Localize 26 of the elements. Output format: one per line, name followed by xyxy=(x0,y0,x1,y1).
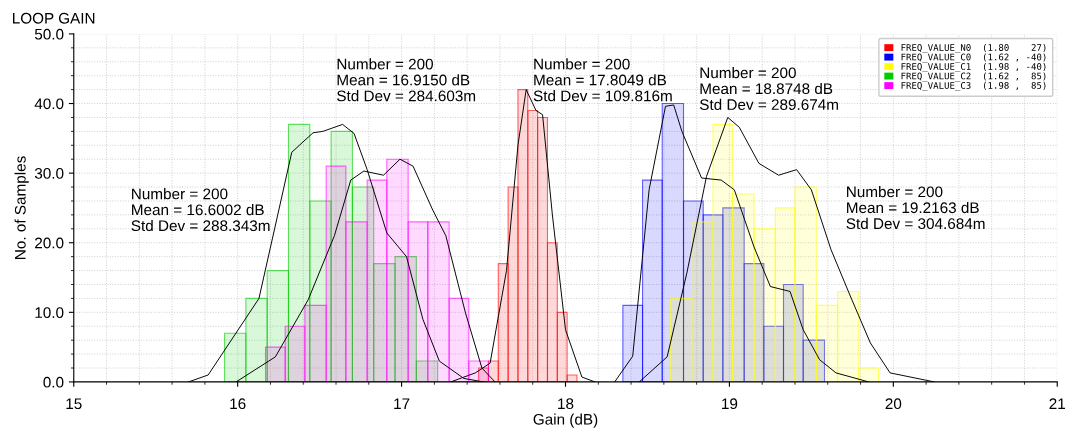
y-tick-label: 50.0 xyxy=(34,28,64,40)
x-tick-label: 20 xyxy=(885,398,902,410)
y-tick-label: 20.0 xyxy=(35,237,64,249)
legend-label: FREQ_VALUE_C1 (1.98 , -40) xyxy=(901,62,1046,72)
x-tick-label: 17 xyxy=(394,398,410,409)
legend-label: FREQ_VALUE_C2 (1.62 , 85) xyxy=(901,72,1046,82)
legend-label: FREQ_VALUE_C3 (1.98 , 85) xyxy=(901,81,1046,91)
annotation: Number = 200 Mean = 19.2163 dB Std Dev = 304.684m xyxy=(846,186,985,230)
annotation: Number = 200 Mean = 18.8748 dB Std Dev = 289.674m xyxy=(699,66,838,111)
x-tick-label: 18 xyxy=(558,398,574,410)
x-tick-label: 19 xyxy=(722,398,738,410)
annotation: Number = 200 Mean = 16.6002 dB Std Dev = 288.343m xyxy=(131,188,270,232)
chart-title: LOOP GAIN xyxy=(13,12,95,24)
annotation: Number = 200 Mean = 16.9150 dB Std Dev = 284.603m xyxy=(337,58,476,102)
y-axis-title: No. of Samples xyxy=(14,156,29,259)
legend-label: FREQ_VALUE_C0 (1.62 , -40) xyxy=(901,53,1046,63)
x-tick-label: 15 xyxy=(66,398,82,410)
y-tick-label: 40.0 xyxy=(34,98,64,110)
annotation: Number = 200 Mean = 17.8049 dB Std Dev = 109.816m xyxy=(533,58,672,102)
y-tick-label: 0.0 xyxy=(43,376,64,388)
x-tick-label: 21 xyxy=(1049,398,1065,409)
x-tick-label: 16 xyxy=(230,398,246,410)
x-axis-title: Gain (dB) xyxy=(533,413,598,428)
y-tick-label: 30.0 xyxy=(34,168,64,179)
y-tick-label: 10.0 xyxy=(35,307,64,319)
legend-label: FREQ_VALUE_N0 (1.80 27) xyxy=(901,43,1046,53)
